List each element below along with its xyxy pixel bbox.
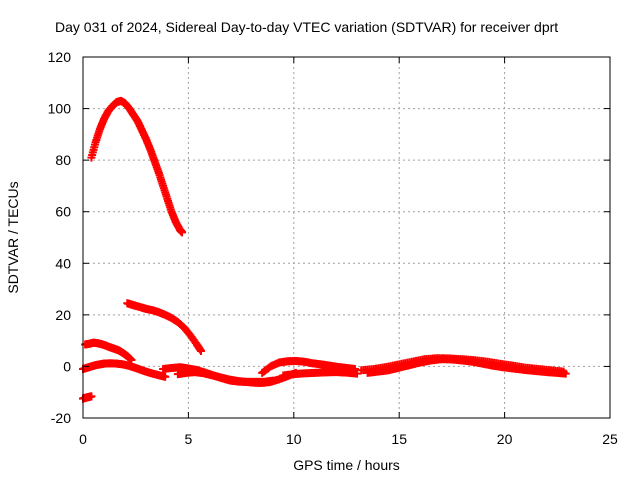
x-tick-label: 15 <box>391 431 407 447</box>
chart-title: Day 031 of 2024, Sidereal Day-to-day VTE… <box>55 19 558 35</box>
series-arc-mid-decline <box>123 299 206 355</box>
data-point-marker <box>197 346 206 355</box>
y-tick-label: 120 <box>48 49 72 65</box>
y-tick-label: 20 <box>55 307 71 323</box>
data-point-marker <box>561 369 570 378</box>
series-arc-late-lower <box>363 355 570 378</box>
x-tick-label: 5 <box>185 431 193 447</box>
series-arc-high-peak <box>87 96 187 237</box>
series-arc-mid-flat <box>279 368 362 380</box>
data-series <box>79 96 570 403</box>
y-tick-label: -20 <box>51 410 71 426</box>
series-arc-negative-short <box>79 392 96 403</box>
x-axis-label: GPS time / hours <box>293 457 400 473</box>
series-arc-dip-recover <box>173 368 300 387</box>
series-arc-small-bump <box>81 338 136 364</box>
y-axis-label: SDTVAR / TECUs <box>5 181 21 293</box>
series-arc-low-start <box>79 359 170 381</box>
data-point-marker <box>353 369 362 378</box>
axis-ticks: 0 5 10 15 20 25 -20 0 20 40 60 80 100 120 <box>48 49 618 447</box>
y-tick-label: 40 <box>55 255 71 271</box>
data-point-marker <box>161 372 170 381</box>
x-tick-label: 25 <box>602 431 618 447</box>
data-point-marker <box>87 392 96 401</box>
grid <box>83 57 610 418</box>
data-point-marker <box>178 228 187 237</box>
y-tick-label: 60 <box>55 204 71 220</box>
x-tick-label: 0 <box>79 431 87 447</box>
y-tick-label: 80 <box>55 152 71 168</box>
x-tick-label: 20 <box>497 431 513 447</box>
y-tick-label: 0 <box>63 358 71 374</box>
y-tick-label: 100 <box>48 101 72 117</box>
series-arc-mid-bump <box>258 357 359 377</box>
x-tick-label: 10 <box>286 431 302 447</box>
plot-area-frame <box>82 56 611 419</box>
